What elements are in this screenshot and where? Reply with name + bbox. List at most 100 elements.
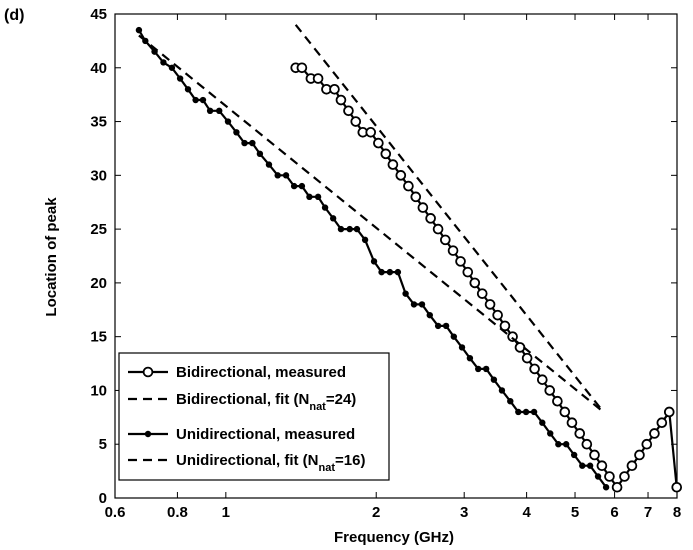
data-point xyxy=(440,234,451,246)
y-tick-label: 10 xyxy=(90,382,107,399)
data-point xyxy=(378,268,385,276)
data-point xyxy=(394,268,402,276)
y-tick-label: 0 xyxy=(99,490,107,507)
data-point xyxy=(274,172,281,179)
data-point xyxy=(403,180,414,192)
legend-item-3: Unidirectional, measured xyxy=(128,426,355,443)
legend-box xyxy=(118,352,390,481)
data-point xyxy=(649,428,660,439)
x-tick-label: 6 xyxy=(610,504,618,521)
y-tick-label: 30 xyxy=(90,167,107,184)
x-tick-label: 4 xyxy=(522,504,531,521)
data-point xyxy=(160,59,167,66)
data-point xyxy=(176,75,184,82)
data-point xyxy=(343,105,354,117)
data-point xyxy=(199,96,207,104)
data-point xyxy=(312,73,324,84)
data-point xyxy=(515,408,522,416)
data-point xyxy=(432,223,444,235)
data-point xyxy=(552,395,563,407)
data-point xyxy=(233,129,240,136)
data-point xyxy=(482,365,490,373)
series-2 xyxy=(294,24,605,413)
series-4 xyxy=(138,34,605,413)
legend-item-1: Bidirectional, measured xyxy=(128,364,346,381)
data-point xyxy=(346,225,353,233)
data-point xyxy=(256,150,264,158)
data-point xyxy=(402,290,409,297)
x-tick-label: 7 xyxy=(644,504,652,521)
data-point xyxy=(434,322,442,330)
data-point xyxy=(370,258,378,265)
data-point xyxy=(168,64,176,71)
data-point xyxy=(192,96,199,104)
data-point xyxy=(135,26,143,34)
data-point xyxy=(353,225,361,233)
y-tick-label: 25 xyxy=(90,221,107,238)
data-point xyxy=(537,374,548,385)
x-tick-label: 0.6 xyxy=(105,504,126,521)
data-point xyxy=(539,419,546,426)
x-tick-label: 8 xyxy=(673,504,681,521)
data-point xyxy=(559,406,571,418)
data-point xyxy=(634,449,645,461)
data-point xyxy=(574,428,586,439)
data-point xyxy=(395,170,407,181)
legend-label: Bidirectional, measured xyxy=(176,364,346,381)
data-point xyxy=(314,193,322,201)
data-point xyxy=(365,127,377,138)
x-tick-label: 0.8 xyxy=(167,504,188,521)
data-point xyxy=(596,460,608,472)
data-point xyxy=(373,137,384,149)
data-point xyxy=(663,406,675,418)
data-point xyxy=(337,225,345,233)
data-point xyxy=(589,449,600,461)
data-point xyxy=(547,430,554,437)
data-point xyxy=(417,202,429,213)
data-point xyxy=(476,288,488,299)
data-point xyxy=(290,182,298,190)
data-point xyxy=(521,352,533,364)
data-point xyxy=(656,417,668,429)
data-point xyxy=(458,344,466,351)
data-point xyxy=(282,172,290,179)
data-point xyxy=(450,333,458,340)
data-point xyxy=(265,161,273,168)
data-point xyxy=(484,299,496,310)
legend-label: Unidirectional, fit (Nnat=16) xyxy=(176,452,365,474)
series-1 xyxy=(290,62,683,493)
data-point xyxy=(410,301,418,308)
data-point xyxy=(241,139,248,147)
data-point xyxy=(490,376,498,383)
x-tick-label: 1 xyxy=(222,504,230,521)
legend-marker xyxy=(142,366,154,378)
data-point xyxy=(206,107,214,115)
data-point xyxy=(498,387,506,394)
plot-area xyxy=(114,13,678,499)
data-point xyxy=(466,354,474,362)
data-point xyxy=(350,116,362,127)
data-point xyxy=(602,484,610,491)
y-tick-label: 35 xyxy=(90,114,107,131)
data-point xyxy=(619,471,630,482)
data-point xyxy=(604,471,615,482)
data-point xyxy=(641,438,653,450)
data-point xyxy=(387,159,399,170)
data-point xyxy=(329,215,337,222)
fit-line xyxy=(138,34,605,413)
data-point xyxy=(447,245,459,256)
y-tick-label: 40 xyxy=(90,60,107,77)
data-point xyxy=(611,481,623,493)
data-point xyxy=(562,441,570,448)
fit-line xyxy=(294,24,605,413)
data-point xyxy=(386,268,394,276)
data-point xyxy=(499,320,511,332)
data-point xyxy=(410,191,422,203)
data-point xyxy=(492,309,503,321)
legend-marker xyxy=(144,430,152,438)
data-point xyxy=(425,213,436,224)
legend-label: Unidirectional, measured xyxy=(176,426,355,443)
data-point xyxy=(296,62,308,74)
